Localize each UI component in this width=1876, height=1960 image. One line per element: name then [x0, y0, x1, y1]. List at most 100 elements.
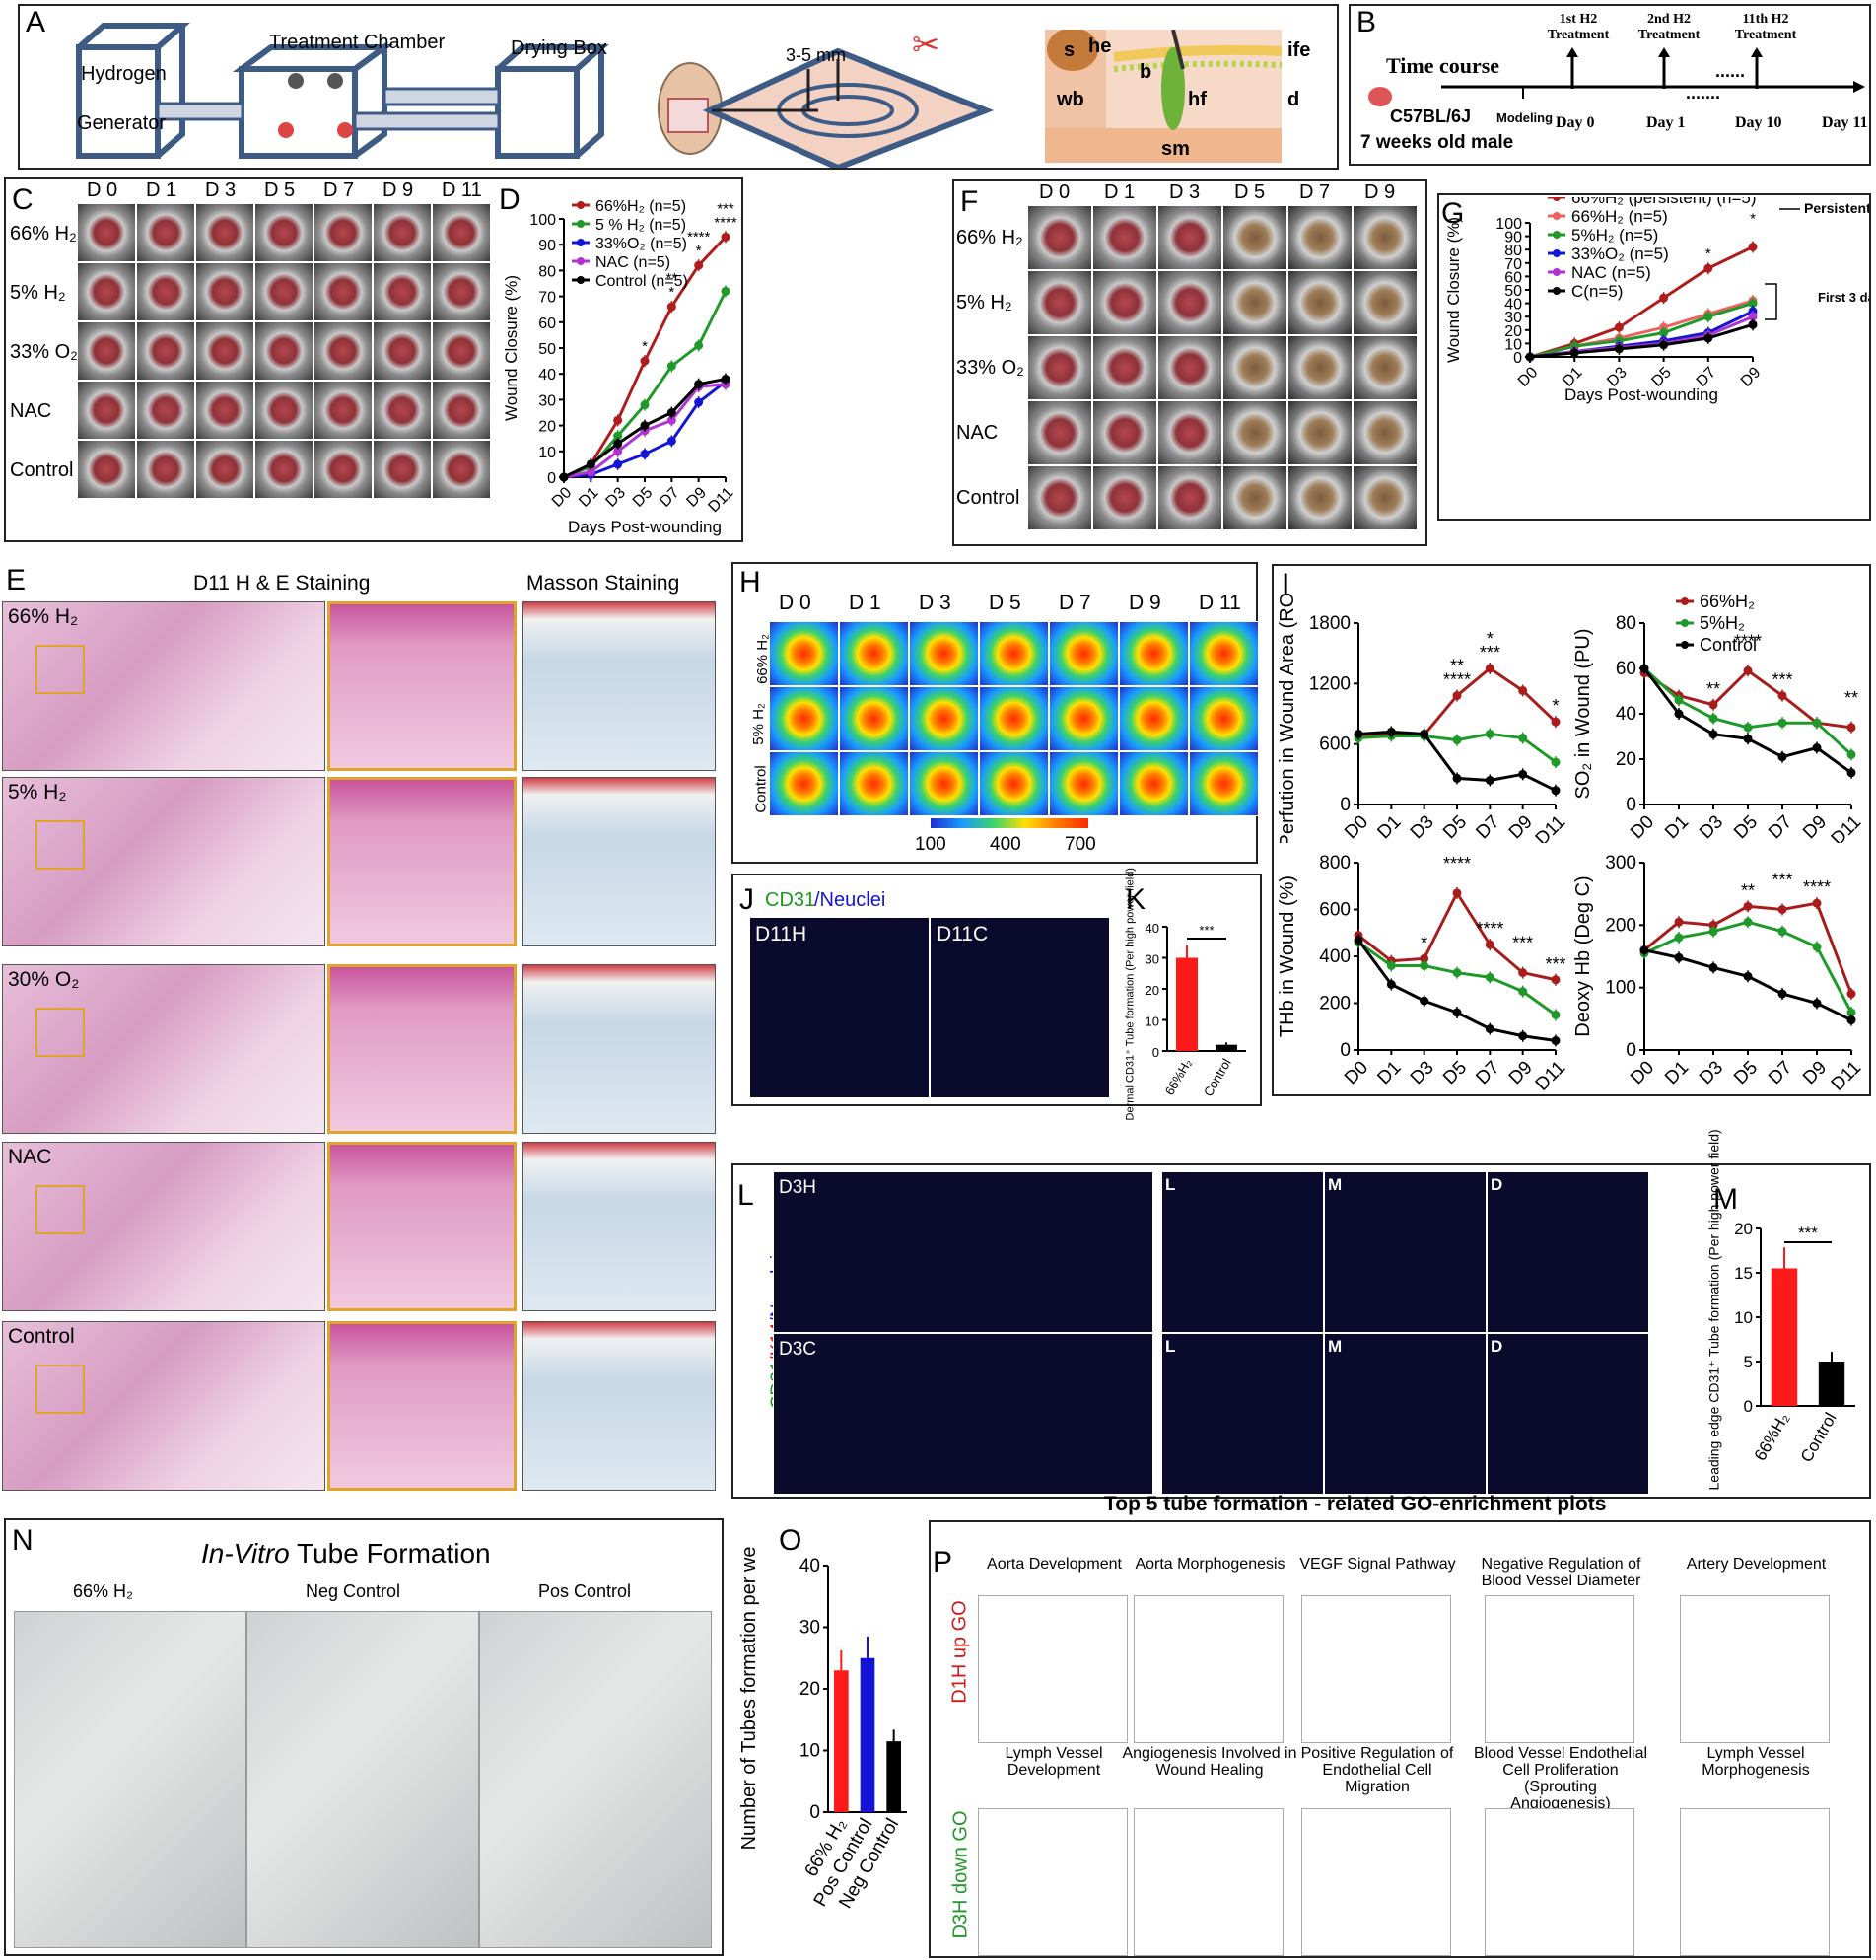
l-overview-top — [773, 1171, 1153, 1333]
c-col-header: D 0 — [87, 179, 118, 201]
wound-photo — [77, 262, 136, 321]
y-tick-label: 400 — [1319, 946, 1351, 967]
wound-photo — [1027, 400, 1092, 465]
day-1-label: Day 1 — [1646, 114, 1686, 131]
panel-a-letter: A — [26, 6, 46, 38]
x-tick-label: D0 — [1627, 1057, 1658, 1088]
masson-image — [522, 601, 716, 771]
y-tick-label: 600 — [1319, 735, 1351, 755]
y-tick-label: 40 — [799, 1556, 820, 1576]
significance-mark: *** — [1772, 670, 1792, 690]
y-axis-label: Wound Closure (%) — [503, 275, 521, 421]
ldi-image — [1189, 686, 1259, 751]
c-col-header: D 7 — [323, 179, 355, 201]
ldi-color-scale — [931, 818, 1088, 828]
x-tick-label: D9 — [1799, 1057, 1831, 1088]
significance-mark: * — [668, 284, 674, 301]
wound-photo — [1157, 400, 1222, 465]
data-point — [1708, 730, 1718, 739]
data-point — [1703, 333, 1713, 343]
n-title-invitro: In-Vitro — [201, 1538, 290, 1569]
panel-a-frame — [18, 4, 1339, 170]
y-tick-label: 40 — [1504, 297, 1522, 314]
ldi-image — [769, 751, 839, 816]
y-tick-label: 10 — [1734, 1308, 1753, 1327]
wound-photo — [1092, 205, 1157, 270]
y-tick-label: 0 — [1626, 1040, 1636, 1061]
timeline — [1368, 47, 1865, 106]
panel-d-letter: D — [499, 183, 521, 216]
ldi-image — [1119, 686, 1189, 751]
data-point — [1846, 768, 1856, 778]
data-point — [1420, 953, 1429, 963]
x-tick-label: D0 — [1627, 811, 1658, 843]
bar — [860, 1657, 875, 1812]
legend-marker — [577, 201, 585, 209]
sig-mark: *** — [1798, 1224, 1818, 1242]
ldi-image — [769, 686, 839, 751]
bar — [1216, 1044, 1237, 1051]
ldi-image — [839, 751, 909, 816]
m-ylabel: Leading edge CD31⁺ Tube formation (Per h… — [1705, 1129, 1722, 1491]
annotation-persistent: Persistent — [1804, 200, 1869, 216]
annotation-first3: First 3 days — [1818, 290, 1869, 305]
x-tick-label: Control — [1201, 1056, 1234, 1099]
gsea-title-up: Aorta Morphogenesis — [1135, 1556, 1285, 1573]
layer-he: he — [1088, 35, 1112, 57]
data-point — [1777, 989, 1787, 999]
layer-sm: sm — [1161, 138, 1190, 160]
h-col-header: D 3 — [919, 592, 951, 614]
gsea-title-down: Blood Vessel Endothelial Cell Proliferat… — [1473, 1745, 1648, 1812]
legend-marker — [1553, 197, 1561, 201]
dots-top: ...... — [1715, 61, 1746, 81]
data-point — [1420, 729, 1429, 738]
gsea-title-down: Angiogenesis Involved in Wound Healing — [1122, 1745, 1297, 1779]
layer-s: s — [1064, 39, 1076, 61]
data-point — [1777, 752, 1787, 762]
h-col-header: D 5 — [989, 592, 1021, 614]
wound-photo — [136, 440, 195, 499]
data-point — [1518, 987, 1528, 997]
y-tick-label: 60 — [538, 315, 556, 332]
y-tick-label: 30 — [538, 392, 556, 409]
l-zoom-tile — [1324, 1171, 1487, 1333]
e-row-label: 30% O₂ — [8, 968, 80, 991]
y-tick-label: 40 — [1616, 704, 1636, 725]
data-point — [1518, 769, 1528, 779]
legend-label: 5%H₂ — [1700, 613, 1745, 633]
data-point — [1659, 293, 1669, 303]
wound-photo — [313, 321, 373, 381]
panel-l-letter: L — [737, 1179, 754, 1212]
data-point — [1708, 714, 1718, 724]
e-row-label: Control — [8, 1325, 75, 1348]
data-point — [1551, 717, 1561, 727]
wound-photo — [1222, 205, 1287, 270]
ldi-image — [1119, 621, 1189, 686]
data-point — [1812, 743, 1822, 752]
treatment-11-label: 11th H2 Treatment — [1734, 12, 1797, 42]
bar — [1176, 957, 1198, 1051]
data-point — [1518, 685, 1528, 695]
wound-photo — [1092, 400, 1157, 465]
zoom-box — [35, 820, 85, 870]
x-tick-label: D3 — [1407, 811, 1438, 843]
panel-f-frame — [952, 179, 1427, 546]
panel-c-letter: C — [12, 183, 34, 216]
legend-label: Control — [1700, 635, 1757, 655]
c-col-header: D 1 — [146, 179, 177, 201]
data-point — [1485, 972, 1494, 982]
gsea-plot — [1680, 1808, 1830, 1956]
wound-photo — [1027, 205, 1092, 270]
x-tick-label: Control — [1797, 1410, 1841, 1466]
h-col-header: D 7 — [1059, 592, 1091, 614]
f-row-label: 33% O₂ — [956, 357, 1024, 379]
significance-mark: *** — [1772, 871, 1792, 890]
ldi-image — [1049, 686, 1119, 751]
legend-label: 5%H₂ (n=5) — [1571, 226, 1658, 245]
p-up-label: D1H up GO — [948, 1600, 971, 1704]
he-overview — [2, 777, 325, 946]
layer-b: b — [1140, 61, 1152, 83]
sig-mark: *** — [1199, 923, 1214, 938]
x-axis-label: Days Post-wounding — [1564, 385, 1718, 404]
data-point — [1703, 312, 1713, 321]
